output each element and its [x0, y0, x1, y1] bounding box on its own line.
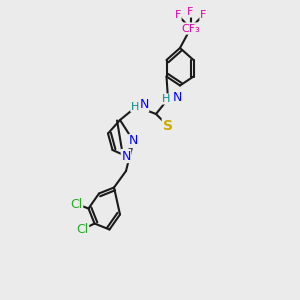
Text: Cl: Cl — [70, 197, 83, 211]
Text: F: F — [200, 10, 206, 20]
Text: F: F — [175, 10, 181, 20]
Text: N: N — [139, 98, 149, 112]
Text: H: H — [131, 101, 139, 112]
Text: F: F — [187, 7, 194, 17]
Text: N: N — [129, 134, 138, 148]
Text: S: S — [163, 119, 173, 133]
Text: H: H — [162, 94, 171, 104]
Text: N: N — [121, 149, 131, 163]
Text: CF₃: CF₃ — [181, 23, 200, 34]
Text: N: N — [172, 91, 182, 104]
Text: Cl: Cl — [76, 223, 88, 236]
